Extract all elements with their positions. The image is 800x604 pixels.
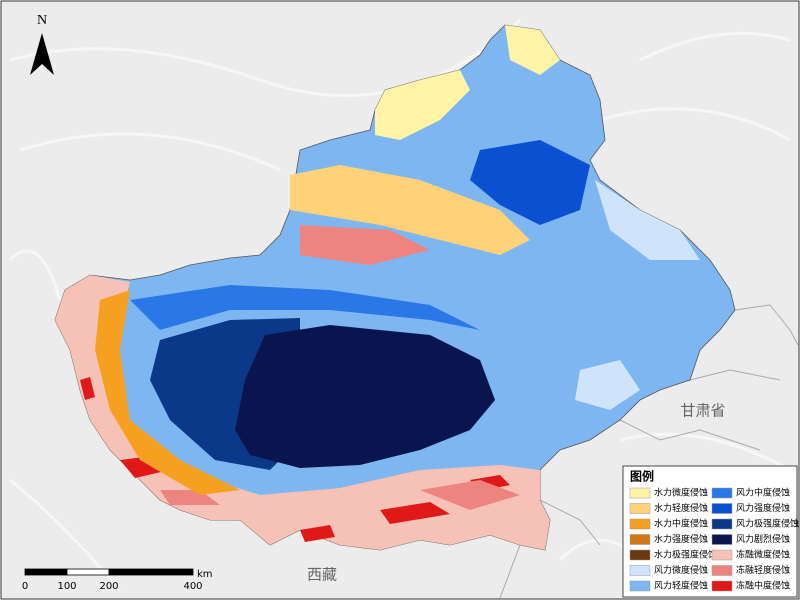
legend-label: 冻融轻度侵蚀 (736, 564, 790, 576)
legend-label: 风力剧烈侵蚀 (736, 533, 790, 545)
legend-swatch (711, 534, 733, 545)
scale-segment (108, 568, 194, 576)
place-label: 甘肃省 (680, 402, 725, 420)
wind-slight (595, 180, 700, 260)
legend-swatch (711, 565, 733, 576)
place-label: 西藏 (307, 566, 337, 584)
wind-slight (575, 360, 640, 410)
legend-label: 冻融中度侵蚀 (736, 580, 790, 592)
north-label: N (37, 13, 47, 28)
legend: 图例 水力微度侵蚀水力轻度侵蚀水力中度侵蚀水力强度侵蚀水力极强度侵蚀风力微度侵蚀… (622, 465, 799, 598)
scale-segment (24, 568, 68, 576)
wind-severe (235, 325, 495, 468)
north-arrow-icon (30, 33, 54, 75)
legend-label: 冻融微度侵蚀 (736, 549, 790, 561)
scale-label: 200 (99, 581, 118, 592)
water-moderate (95, 290, 240, 495)
legend-swatch (711, 518, 733, 530)
legend-swatch (711, 580, 733, 592)
scale-label: 100 (57, 581, 76, 592)
legend-swatch (711, 487, 733, 499)
legend-label: 风力微度侵蚀 (654, 564, 708, 576)
water-erosion (290, 165, 530, 255)
legend-label: 水力中度侵蚀 (654, 518, 708, 530)
legend-swatch (629, 487, 651, 499)
legend-swatch (629, 518, 651, 530)
legend-swatch (711, 549, 733, 561)
legend-label: 水力极强度侵蚀 (654, 549, 717, 561)
scale-unit: km (197, 569, 213, 580)
scale-label: 0 (22, 581, 28, 592)
legend-box (622, 465, 798, 598)
legend-label: 水力微度侵蚀 (654, 487, 708, 499)
scale-label: 400 (183, 581, 202, 592)
legend-label: 水力轻度侵蚀 (654, 502, 708, 514)
legend-swatch (629, 565, 651, 576)
legend-swatch (629, 534, 651, 545)
freeze-light (160, 225, 520, 510)
wind-strong (470, 140, 590, 225)
scale-segment (66, 568, 110, 576)
legend-swatch (629, 549, 651, 561)
legend-label: 风力强度侵蚀 (736, 502, 790, 514)
legend-swatch (711, 503, 733, 514)
wind-moderate (130, 285, 480, 330)
water-slight (505, 25, 560, 75)
legend-swatch (629, 503, 651, 514)
legend-swatch (629, 580, 651, 592)
legend-label: 风力中度侵蚀 (736, 487, 790, 499)
water-slight (375, 70, 470, 140)
legend-label: 风力极强度侵蚀 (736, 518, 799, 530)
legend-label: 水力强度侵蚀 (654, 533, 708, 545)
borders (499, 304, 799, 599)
north-arrow: N (30, 13, 54, 75)
legend-title: 图例 (630, 469, 654, 484)
legend-label: 风力轻度侵蚀 (654, 580, 708, 592)
